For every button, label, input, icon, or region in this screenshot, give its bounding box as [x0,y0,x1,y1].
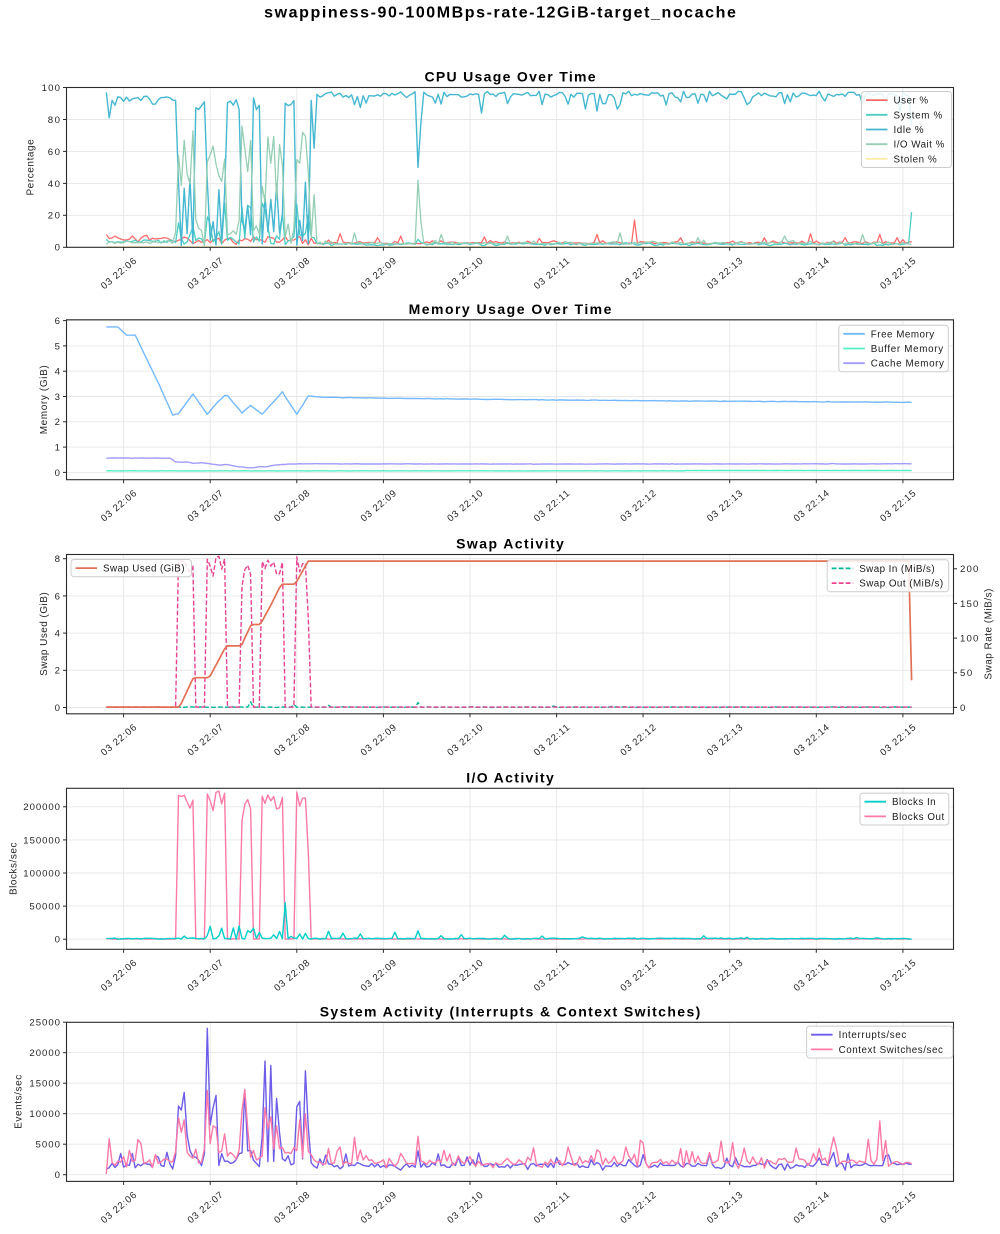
svg-text:6: 6 [55,591,60,602]
svg-text:60: 60 [48,147,60,158]
svg-text:1: 1 [55,443,60,454]
svg-text:Percentage: Percentage [26,139,37,196]
svg-text:Context Switches/sec: Context Switches/sec [839,1045,943,1056]
svg-text:Swap Out (MiB/s): Swap Out (MiB/s) [859,579,943,590]
svg-text:Free Memory: Free Memory [871,329,934,340]
svg-text:Blocks/sec: Blocks/sec [9,843,20,896]
svg-text:0: 0 [55,703,60,714]
svg-text:5000: 5000 [36,1140,61,1151]
svg-text:User %: User % [894,96,929,107]
svg-text:0: 0 [55,468,60,479]
svg-text:150000: 150000 [23,835,60,846]
svg-text:50000: 50000 [29,902,60,913]
svg-text:25000: 25000 [29,1018,60,1029]
svg-text:Swap Used (GiB): Swap Used (GiB) [39,592,50,676]
svg-text:Buffer Memory: Buffer Memory [871,344,943,355]
svg-text:Interrupts/sec: Interrupts/sec [839,1030,907,1041]
svg-text:Swap In (MiB/s): Swap In (MiB/s) [859,564,934,575]
svg-text:0: 0 [960,703,965,714]
svg-text:Swap Activity: Swap Activity [456,536,564,552]
svg-text:100: 100 [960,634,978,645]
svg-text:100000: 100000 [23,868,60,879]
svg-text:I/O Activity: I/O Activity [466,769,554,785]
svg-text:2: 2 [55,417,60,428]
svg-text:Swap Rate (MiB/s): Swap Rate (MiB/s) [983,589,994,680]
svg-text:0: 0 [55,1170,60,1181]
svg-text:Events/sec: Events/sec [14,1075,25,1129]
svg-text:Memory (GiB): Memory (GiB) [39,365,50,434]
svg-text:Cache Memory: Cache Memory [871,359,944,370]
svg-text:Stolen %: Stolen % [894,154,937,165]
svg-text:Idle %: Idle % [894,125,924,136]
svg-text:8: 8 [55,554,60,565]
svg-text:System Activity (Interrupts &: System Activity (Interrupts & Context Sw… [320,1003,701,1019]
svg-text:Memory Usage Over Time: Memory Usage Over Time [409,301,612,317]
svg-text:20: 20 [48,211,60,222]
svg-text:Blocks In: Blocks In [892,797,936,808]
svg-text:2: 2 [55,666,60,677]
svg-text:50: 50 [960,668,972,679]
svg-text:4: 4 [55,367,61,378]
svg-text:System %: System % [894,110,943,121]
svg-text:200000: 200000 [23,802,60,813]
svg-text:Blocks Out: Blocks Out [892,812,944,823]
svg-text:6: 6 [55,316,60,327]
svg-text:5: 5 [55,341,60,352]
svg-text:80: 80 [48,115,60,126]
svg-text:150: 150 [960,599,978,610]
svg-text:10000: 10000 [29,1109,60,1120]
svg-text:I/O Wait %: I/O Wait % [894,140,945,151]
svg-text:40: 40 [48,179,60,190]
svg-text:100: 100 [42,83,60,94]
svg-text:20000: 20000 [29,1048,60,1059]
svg-text:Swap Used (GiB): Swap Used (GiB) [103,564,185,575]
svg-text:0: 0 [55,935,60,946]
svg-text:200: 200 [960,564,978,575]
svg-text:15000: 15000 [29,1079,60,1090]
svg-text:CPU Usage Over Time: CPU Usage Over Time [424,69,595,85]
svg-text:4: 4 [55,629,61,640]
svg-text:3: 3 [55,392,60,403]
svg-text:0: 0 [55,243,60,254]
